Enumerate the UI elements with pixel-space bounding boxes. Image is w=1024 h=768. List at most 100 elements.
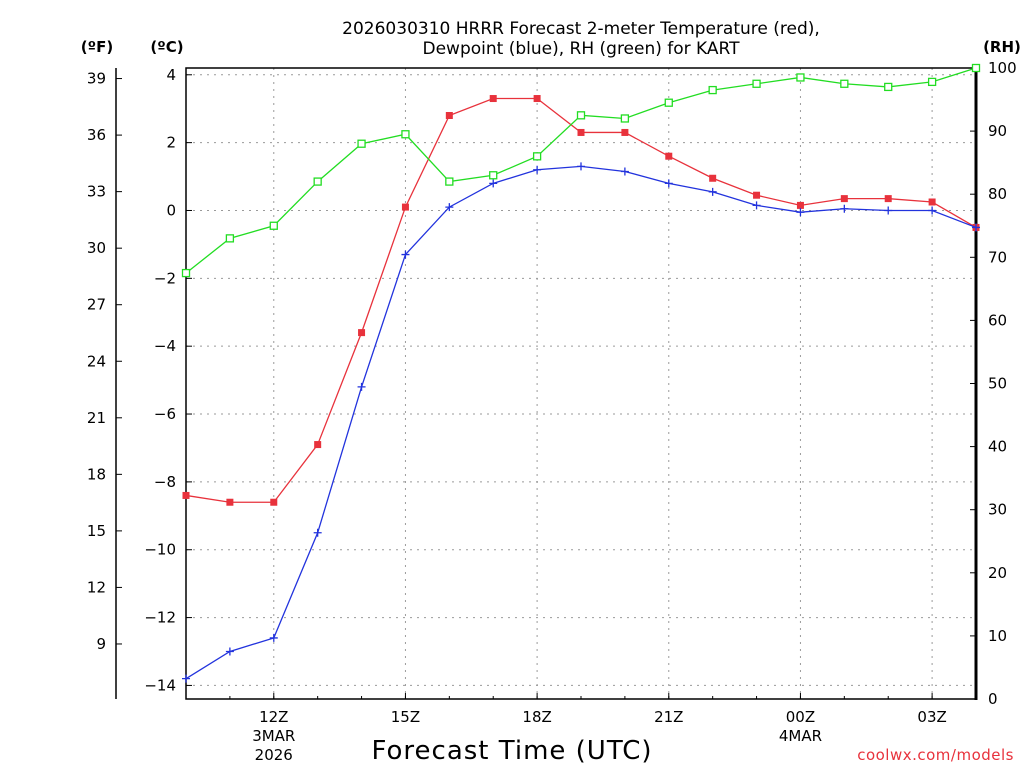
celsius-unit-label: (ºC)	[150, 38, 183, 56]
rh-point	[664, 98, 673, 107]
temperature-point	[314, 441, 322, 449]
rh-tick-label: 50	[988, 375, 1007, 393]
fahrenheit-tick-label: 12	[87, 578, 106, 596]
rh-tick-label: 20	[988, 564, 1007, 582]
temperature-point	[753, 191, 761, 199]
temperature-point	[577, 128, 585, 136]
rh-point	[445, 177, 454, 186]
dewpoint-point	[884, 206, 893, 215]
chart-title-line2: Dewpoint (blue), RH (green) for KART	[422, 39, 740, 59]
dewpoint-point	[357, 382, 366, 391]
temperature-point	[489, 95, 497, 103]
fahrenheit-tick-label: 33	[87, 183, 106, 201]
temperature-point	[928, 198, 936, 206]
temperature-point	[226, 498, 234, 506]
rh-point	[489, 171, 498, 180]
rh-tick-label: 80	[988, 185, 1007, 203]
celsius-tick-label: −14	[144, 676, 176, 694]
temperature-point	[621, 128, 629, 136]
rh-point	[840, 79, 849, 88]
dewpoint-point	[182, 674, 190, 683]
series-line-dewpoint	[185, 165, 977, 680]
temperature-point	[709, 174, 717, 182]
x-tick-label: 00Z	[786, 708, 815, 726]
rh-point	[576, 111, 586, 120]
dewpoint-point	[840, 204, 849, 213]
dewpoint-point	[620, 167, 629, 176]
temperature-point	[182, 491, 190, 499]
fahrenheit-tick-label: 27	[87, 296, 106, 314]
rh-point	[708, 85, 717, 95]
celsius-tick-label: 2	[166, 134, 176, 152]
dewpoint-point	[445, 203, 454, 212]
rh-point	[752, 79, 761, 88]
dewpoint-point	[313, 528, 322, 537]
celsius-tick-label: −8	[154, 473, 176, 491]
temperature-point	[401, 203, 409, 211]
celsius-tick-label: −6	[154, 405, 176, 423]
rh-tick-label: 100	[988, 59, 1017, 77]
x-tick-sublabel: 3MAR	[252, 727, 295, 745]
dewpoint-point	[972, 223, 980, 232]
rh-unit-label: (RH)	[983, 38, 1021, 56]
rh-point	[927, 77, 937, 87]
x-tick-sublabel: 2026	[255, 746, 293, 764]
dewpoint-point	[225, 647, 234, 656]
rh-tick-label: 90	[988, 122, 1007, 140]
rh-tick-label: 40	[988, 438, 1007, 456]
dewpoint-point	[708, 187, 717, 196]
dewpoint-point	[533, 165, 542, 174]
x-tick-label: 21Z	[654, 708, 683, 726]
rh-point	[532, 152, 542, 161]
ticks: 420−2−4−6−8−10−12−1439363330272421181512…	[87, 59, 1017, 764]
rh-tick-label: 0	[988, 690, 998, 708]
celsius-tick-label: −4	[154, 337, 176, 355]
fahrenheit-tick-label: 21	[87, 409, 106, 427]
x-tick-label: 03Z	[917, 708, 946, 726]
rh-point	[971, 63, 981, 73]
chart-title-line1: 2026030310 HRRR Forecast 2-meter Tempera…	[342, 19, 820, 39]
temperature-point	[796, 201, 804, 209]
rh-tick-label: 60	[988, 311, 1007, 329]
fahrenheit-tick-label: 39	[87, 70, 106, 88]
temperature-point	[270, 498, 278, 506]
fahrenheit-tick-label: 30	[87, 239, 106, 257]
fahrenheit-tick-label: 24	[87, 352, 106, 370]
temperature-point	[665, 152, 673, 160]
rh-point	[225, 234, 235, 243]
celsius-tick-label: −10	[144, 541, 176, 559]
dewpoint-point	[796, 208, 805, 217]
dewpoint-point	[401, 250, 410, 259]
rh-point	[401, 130, 410, 139]
celsius-tick-label: 4	[166, 66, 176, 84]
fahrenheit-tick-label: 36	[87, 126, 106, 144]
x-tick-sublabel: 4MAR	[779, 727, 822, 745]
rh-point	[269, 221, 278, 230]
rh-point	[884, 82, 893, 92]
rh-point	[181, 268, 191, 278]
x-tick-label: 18Z	[522, 708, 551, 726]
x-tick-label: 12Z	[259, 708, 288, 726]
dewpoint-point	[664, 179, 673, 188]
rh-tick-label: 10	[988, 627, 1007, 645]
celsius-tick-label: −2	[154, 269, 176, 287]
temperature-point	[840, 195, 848, 203]
x-axis-label: Forecast Time (UTC)	[371, 736, 652, 766]
temperature-point	[445, 111, 453, 119]
fahrenheit-tick-label: 18	[87, 465, 106, 483]
rh-point	[620, 114, 630, 123]
series-line-temperature	[185, 97, 977, 503]
rh-point	[313, 177, 322, 186]
rh-point	[796, 73, 805, 82]
credit-label: coolwx.com/models	[857, 746, 1014, 764]
temperature-point	[358, 329, 366, 337]
series-layer	[181, 63, 981, 683]
dewpoint-point	[928, 206, 937, 215]
celsius-tick-label: −12	[144, 609, 176, 627]
rh-point	[357, 139, 366, 148]
celsius-tick-label: 0	[166, 201, 176, 219]
dewpoint-point	[269, 633, 278, 642]
rh-tick-label: 70	[988, 248, 1007, 266]
dewpoint-point	[752, 201, 761, 210]
